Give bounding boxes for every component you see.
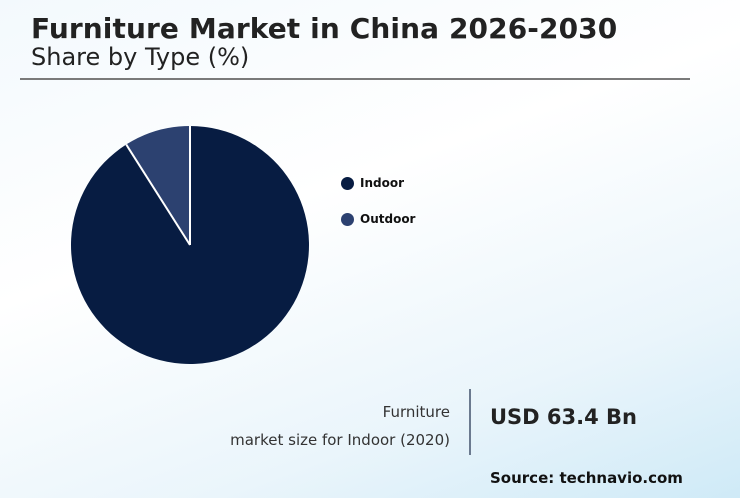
kpi-label-line2: market size for Indoor (2020) — [230, 431, 450, 449]
chart-subtitle: Share by Type (%) — [31, 43, 250, 71]
chart-legend: Indoor Outdoor — [341, 175, 415, 247]
kpi-divider — [469, 389, 471, 455]
legend-label: Outdoor — [360, 212, 416, 226]
legend-label: Indoor — [360, 176, 405, 190]
pie-slice-outdoor[interactable] — [126, 126, 190, 245]
kpi-value: USD 63.4 Bn — [490, 405, 637, 429]
legend-item-indoor[interactable]: Indoor — [341, 175, 415, 191]
legend-dot-icon — [341, 212, 354, 226]
slice-separator — [125, 143, 191, 246]
pie-chart — [70, 126, 309, 364]
legend-item-outdoor[interactable]: Outdoor — [341, 211, 415, 227]
header-divider — [20, 78, 690, 80]
source-credit: Source: technavio.com — [490, 469, 683, 487]
legend-dot-icon — [341, 176, 354, 190]
kpi-label-line1: Furniture — [382, 403, 450, 421]
kpi-label: Furniture market size for Indoor (2020) — [230, 398, 450, 454]
chart-title: Furniture Market in China 2026-2030 — [31, 12, 618, 45]
